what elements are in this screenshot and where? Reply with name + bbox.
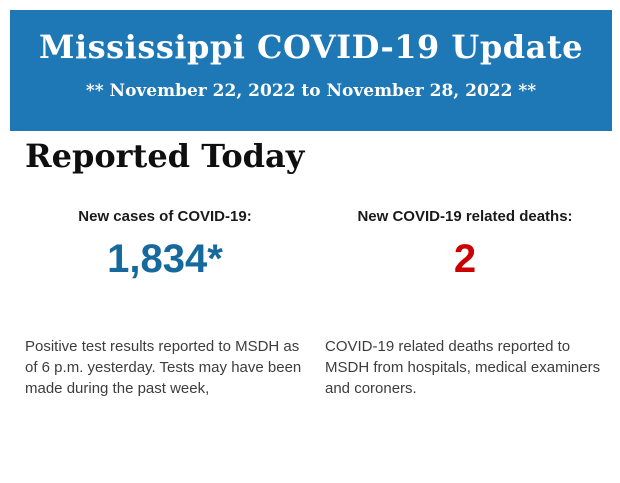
page-title: Mississippi COVID-19 Update: [39, 28, 583, 66]
deaths-column: New COVID-19 related deaths: 2 COVID-19 …: [325, 208, 605, 399]
date-range: ** November 22, 2022 to November 28, 202…: [85, 81, 537, 102]
cases-label: New cases of COVID-19:: [78, 208, 252, 225]
deaths-description: COVID-19 related deaths reported to MSDH…: [325, 338, 601, 397]
deaths-value: 2: [453, 237, 477, 281]
deaths-label: New COVID-19 related deaths:: [357, 208, 573, 225]
section-heading: Reported Today: [25, 137, 305, 175]
header-band: Mississippi COVID-19 Update ** November …: [10, 10, 612, 131]
cases-value: 1,834*: [107, 237, 223, 281]
cases-description: Positive test results reported to MSDH a…: [25, 338, 302, 397]
cases-column: New cases of COVID-19: 1,834* Positive t…: [25, 208, 305, 399]
stats-columns: New cases of COVID-19: 1,834* Positive t…: [25, 208, 605, 399]
